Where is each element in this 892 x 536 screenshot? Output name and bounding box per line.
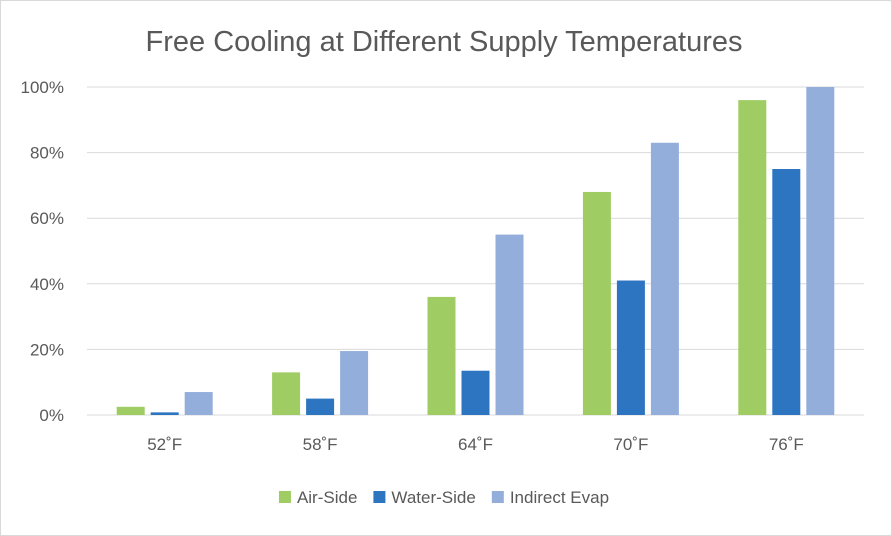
y-axis-ticks: 0% 20% 40% 60% 80% 100% — [21, 78, 64, 425]
x-tick-label: 76˚F — [769, 435, 804, 454]
x-axis-ticks: 52˚F 58˚F 64˚F 70˚F 76˚F — [147, 435, 804, 454]
bar-indirect-evap — [650, 142, 679, 415]
y-tick-label: 0% — [39, 406, 64, 425]
gridlines — [87, 86, 864, 416]
bar-water-side — [461, 370, 490, 415]
bar-indirect-evap — [495, 234, 524, 415]
bar-water-side — [616, 280, 645, 415]
bar-air-side — [582, 191, 611, 415]
bar-air-side — [272, 372, 301, 415]
legend-label-water-side: Water-Side — [391, 488, 475, 507]
bar-air-side — [427, 296, 456, 415]
x-tick-label: 64˚F — [458, 435, 493, 454]
bar-water-side — [306, 398, 335, 415]
bar-air-side — [738, 100, 767, 416]
legend: Air-Side Water-Side Indirect Evap — [278, 488, 609, 507]
x-tick-label: 70˚F — [613, 435, 648, 454]
x-tick-label: 52˚F — [147, 435, 182, 454]
bar-air-side — [116, 406, 145, 415]
legend-swatch-air-side — [278, 491, 291, 503]
bar-water-side — [772, 169, 801, 415]
y-tick-label: 20% — [30, 340, 64, 359]
bar-indirect-evap — [184, 392, 213, 415]
bar-indirect-evap — [340, 351, 369, 415]
y-tick-label: 40% — [30, 275, 64, 294]
chart-title: Free Cooling at Different Supply Tempera… — [146, 26, 743, 58]
bar-water-side — [150, 412, 179, 415]
legend-label-air-side: Air-Side — [297, 488, 357, 507]
bars — [116, 87, 835, 416]
y-tick-label: 100% — [21, 78, 64, 97]
x-tick-label: 58˚F — [303, 435, 338, 454]
bar-indirect-evap — [806, 87, 835, 415]
y-tick-label: 80% — [30, 144, 64, 163]
legend-swatch-indirect-evap — [491, 491, 504, 503]
legend-label-indirect-evap: Indirect Evap — [510, 488, 609, 507]
y-tick-label: 60% — [30, 209, 64, 228]
legend-swatch-water-side — [373, 491, 386, 503]
